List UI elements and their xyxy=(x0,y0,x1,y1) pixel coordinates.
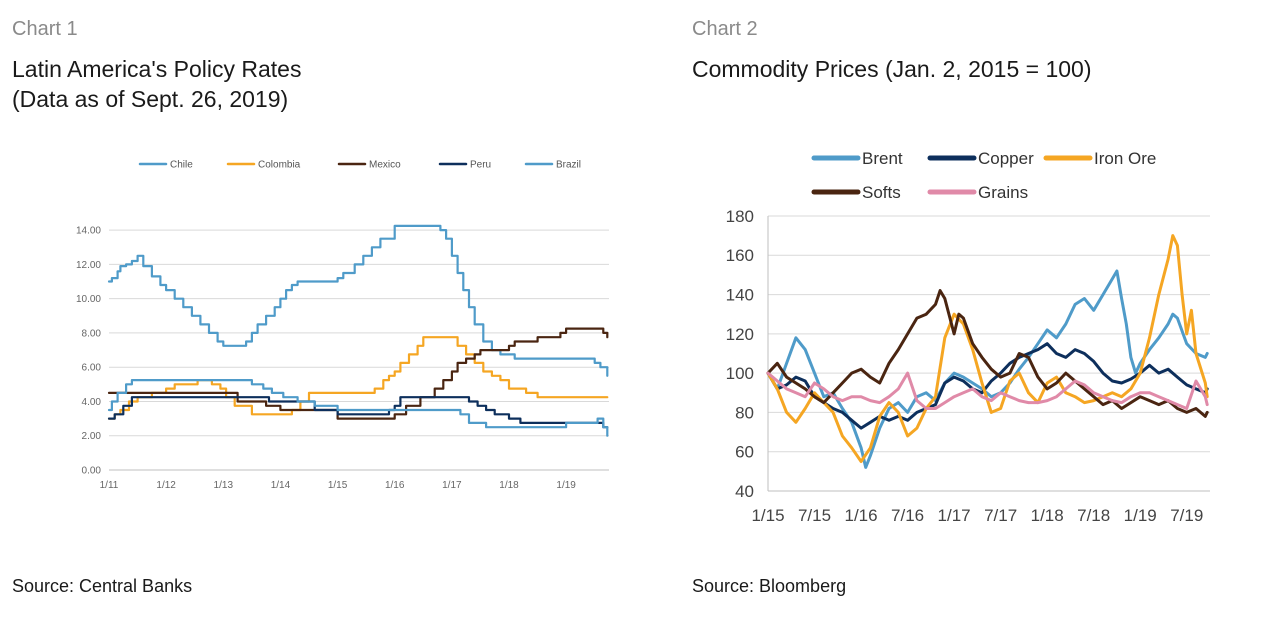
legend-item-softs: Softs xyxy=(811,183,901,202)
y-tick-label: 14.00 xyxy=(76,226,101,237)
legend-label: Softs xyxy=(862,183,901,202)
legend-item-grains: Grains xyxy=(927,183,1028,202)
x-tick-label: 1/12 xyxy=(156,480,176,491)
chart-1-subtitle: (Data as of Sept. 26, 2019) xyxy=(12,86,289,112)
y-tick-label: 2.00 xyxy=(82,431,102,442)
commodity-prices-chart: 40 60 80 100 120 140 160 180 1/15 7/15 1/16 7/16 1/1… xyxy=(726,149,1210,525)
legend-item-brazil: Brazil xyxy=(524,160,581,171)
x-tick-label: 7/19 xyxy=(1170,506,1203,525)
x-tick-label: 1/16 xyxy=(845,506,878,525)
x-tick-label: 1/11 xyxy=(100,480,119,491)
series-line-softs xyxy=(766,289,1209,418)
chart-2-title: Commodity Prices (Jan. 2, 2015 = 100) xyxy=(692,54,1092,84)
policy-rates-chart: 0.00 2.00 4.00 6.00 8.00 10.00 12.00 14.00 1/11 1… xyxy=(76,160,609,491)
legend-item-chile: Chile xyxy=(138,160,193,171)
y-tick-label: 80 xyxy=(735,403,754,422)
legend-label: Colombia xyxy=(258,160,301,171)
legend-label: Peru xyxy=(470,160,491,171)
legend-label: Copper xyxy=(978,149,1034,168)
x-tick-label: 7/18 xyxy=(1077,506,1110,525)
y-tick-label: 120 xyxy=(726,325,754,344)
x-tick-label: 1/14 xyxy=(271,480,291,491)
legend-label: Iron Ore xyxy=(1094,149,1156,168)
chart-1-label: Chart 1 xyxy=(12,18,78,40)
y-tick-label: 180 xyxy=(726,207,754,226)
series-line-chile xyxy=(107,224,609,377)
chart-1-title-line1: Latin America's Policy Rates xyxy=(12,56,302,82)
x-tick-label: 1/13 xyxy=(214,480,234,491)
y-tick-label: 6.00 xyxy=(82,363,102,374)
legend-label: Mexico xyxy=(369,160,401,171)
chart-1-title: Latin America's Policy Rates (Data as of… xyxy=(12,54,301,114)
legend-label: Brazil xyxy=(556,160,581,171)
y-tick-label: 40 xyxy=(735,482,754,501)
x-tick-label: 1/17 xyxy=(938,506,971,525)
legend-label: Brent xyxy=(862,149,903,168)
series-line-brazil xyxy=(107,379,609,437)
y-tick-label: 10.00 xyxy=(76,294,101,305)
legend-label: Chile xyxy=(170,160,193,171)
x-tick-label: 1/19 xyxy=(556,480,576,491)
x-tick-label: 1/17 xyxy=(442,480,462,491)
chart-2-title-line1: Commodity Prices (Jan. 2, 2015 = 100) xyxy=(692,56,1092,82)
x-tick-label: 7/16 xyxy=(891,506,924,525)
y-tick-label: 140 xyxy=(726,286,754,305)
series-line-grains xyxy=(766,371,1209,410)
x-tick-label: 1/18 xyxy=(1031,506,1064,525)
series-line-iron-ore xyxy=(766,234,1209,463)
x-tick-label: 1/15 xyxy=(751,506,784,525)
x-tick-label: 1/15 xyxy=(328,480,348,491)
legend-item-mexico: Mexico xyxy=(337,160,401,171)
chart-1-panel: Chart 1 Latin America's Policy Rates (Da… xyxy=(12,0,612,618)
y-tick-label: 60 xyxy=(735,443,754,462)
y-tick-label: 160 xyxy=(726,246,754,265)
chart-2-label: Chart 2 xyxy=(692,18,758,40)
legend-item-brent: Brent xyxy=(811,149,903,168)
y-tick-label: 0.00 xyxy=(82,466,102,477)
series-line-peru xyxy=(107,396,609,429)
series-line-mexico xyxy=(107,327,609,420)
x-tick-label: 1/16 xyxy=(385,480,405,491)
x-tick-label: 1/19 xyxy=(1124,506,1157,525)
y-tick-label: 8.00 xyxy=(82,328,102,339)
y-tick-label: 12.00 xyxy=(76,260,101,271)
chart-2-source: Source: Bloomberg xyxy=(692,576,847,596)
legend-label: Grains xyxy=(978,183,1028,202)
chart-2-panel: Chart 2 Commodity Prices (Jan. 2, 2015 =… xyxy=(692,0,1275,618)
y-tick-label: 4.00 xyxy=(82,397,102,408)
chart-1-source: Source: Central Banks xyxy=(12,576,193,596)
legend-item-colombia: Colombia xyxy=(226,160,301,171)
x-tick-label: 1/18 xyxy=(499,480,519,491)
legend-item-iron-ore: Iron Ore xyxy=(1043,149,1156,168)
x-tick-label: 7/15 xyxy=(798,506,831,525)
x-tick-label: 7/17 xyxy=(984,506,1017,525)
legend-item-copper: Copper xyxy=(927,149,1034,168)
legend-item-peru: Peru xyxy=(438,160,491,171)
series-line-colombia xyxy=(107,336,609,420)
y-tick-label: 100 xyxy=(726,364,754,383)
